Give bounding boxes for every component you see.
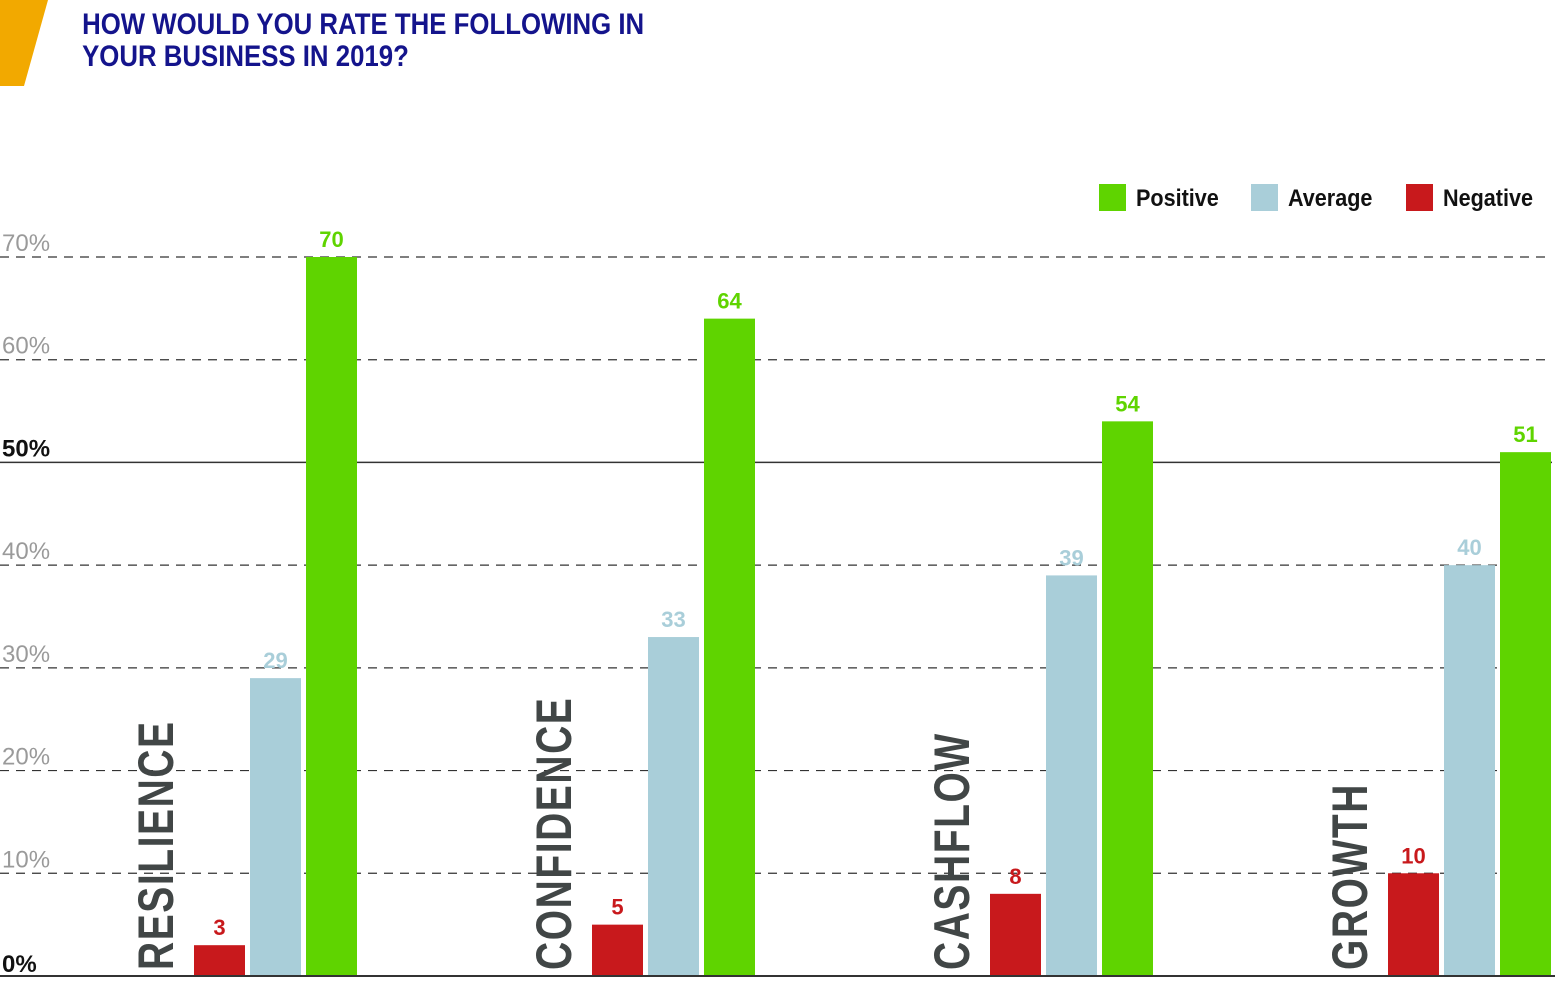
- category-label-growth: GROWTH: [1321, 783, 1378, 970]
- bar-confidence-negative: [592, 924, 643, 976]
- bar-confidence-average: [648, 637, 699, 976]
- bar-resilience-positive: [306, 257, 357, 976]
- value-label-resilience-negative: 3: [213, 915, 225, 940]
- bars: [194, 257, 1551, 977]
- y-tick-label-50: 50%: [2, 435, 50, 462]
- value-label-confidence-positive: 64: [717, 289, 742, 314]
- bar-confidence-positive: [704, 318, 755, 977]
- y-tick-label-20: 20%: [2, 744, 50, 771]
- legend-swatch-negative: [1406, 184, 1433, 211]
- category-label-cashflow: CASHFLOW: [923, 732, 980, 970]
- legend-label-negative: Negative: [1443, 184, 1533, 211]
- bar-growth-average: [1444, 565, 1495, 976]
- bar-growth-negative: [1388, 873, 1439, 976]
- y-tick-label-60: 60%: [2, 333, 50, 360]
- chart-title-line-1: HOW WOULD YOU RATE THE FOLLOWING IN: [82, 7, 644, 40]
- bar-resilience-average: [250, 678, 301, 976]
- category-label-resilience: RESILIENCE: [127, 720, 184, 970]
- y-tick-label-10: 10%: [2, 846, 50, 873]
- value-label-resilience-positive: 70: [319, 227, 343, 252]
- value-label-growth-negative: 10: [1401, 843, 1425, 868]
- value-label-cashflow-negative: 8: [1009, 864, 1021, 889]
- data-labels: 3 29 70 5 33 64 8 39 54 10 40 51: [213, 227, 1537, 940]
- legend: Positive Average Negative: [1099, 184, 1533, 211]
- bar-cashflow-positive: [1102, 421, 1153, 976]
- value-label-cashflow-average: 39: [1059, 545, 1083, 570]
- value-label-confidence-negative: 5: [611, 895, 623, 920]
- value-label-confidence-average: 33: [661, 607, 685, 632]
- value-label-cashflow-positive: 54: [1115, 391, 1140, 416]
- legend-label-average: Average: [1288, 184, 1372, 211]
- legend-swatch-average: [1251, 184, 1278, 211]
- bar-growth-positive: [1500, 452, 1551, 977]
- bar-cashflow-negative: [990, 893, 1041, 976]
- value-label-resilience-average: 29: [263, 648, 287, 673]
- category-label-confidence: CONFIDENCE: [525, 697, 582, 970]
- value-label-growth-positive: 51: [1513, 422, 1537, 447]
- legend-swatch-positive: [1099, 184, 1126, 211]
- bar-resilience-negative: [194, 945, 245, 976]
- gridlines: [0, 256, 1552, 874]
- y-tick-label-30: 30%: [2, 641, 50, 668]
- title-accent-mark: [0, 0, 48, 86]
- legend-label-positive: Positive: [1136, 184, 1219, 211]
- y-tick-label-70: 70%: [2, 230, 50, 257]
- value-label-growth-average: 40: [1457, 535, 1481, 560]
- bar-cashflow-average: [1046, 575, 1097, 976]
- y-tick-label-40: 40%: [2, 538, 50, 565]
- y-tick-label-0: 0%: [2, 951, 37, 978]
- y-axis-tick-labels: 0% 10% 20% 30% 40% 50% 60% 70%: [2, 230, 50, 978]
- chart-title-line-2: YOUR BUSINESS IN 2019?: [82, 39, 409, 72]
- category-labels: RESILIENCE CONFIDENCE CASHFLOW GROWTH: [127, 697, 1378, 970]
